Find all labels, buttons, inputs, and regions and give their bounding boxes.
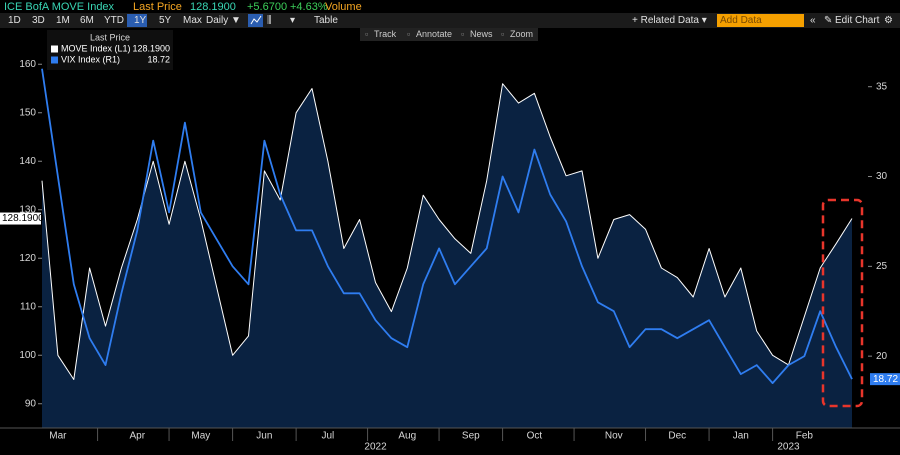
range-button[interactable]: 6M [80, 15, 94, 26]
x-tick-label: Jul [321, 431, 334, 442]
x-tick-label: May [191, 431, 210, 442]
add-data-placeholder: Add Data [720, 15, 762, 26]
tool-icon: ▫ [365, 29, 368, 39]
change: +5.6700 [247, 1, 287, 13]
x-tick-label: Jan [733, 431, 749, 442]
legend-value: 128.1900 [132, 43, 170, 53]
legend-label: MOVE Index (L1) [61, 43, 131, 53]
legend-box [47, 30, 173, 70]
dropdown-icon[interactable]: ▾ [290, 15, 295, 26]
x-year-label: 2022 [364, 442, 387, 453]
tool-button[interactable]: Annotate [416, 29, 452, 39]
chart-tool-buttons: ▫ Track ▫ Annotate ▫ News ▫ Zoom [365, 29, 533, 39]
table-button[interactable]: Table [314, 15, 338, 26]
settings-icon[interactable]: ⚙ [884, 15, 893, 26]
change-pct: +4.63% [290, 1, 328, 13]
x-tick-label: Aug [398, 431, 416, 442]
y-tick-label: 150 [19, 107, 36, 118]
y-tick-label: 160 [19, 59, 36, 70]
highlight-box [821, 198, 864, 408]
security-title: ICE BofA MOVE Index [4, 1, 115, 13]
legend-title: Last Price [90, 32, 130, 42]
toolbar-bar [0, 13, 900, 28]
x-tick-label: Sep [462, 431, 480, 442]
x-tick-label: Apr [130, 431, 146, 442]
y-tick-label: 110 [20, 301, 36, 312]
y2-tick-label: 35 [876, 81, 888, 92]
x-tick-label: Nov [605, 431, 623, 442]
edit-icon[interactable]: ✎ [824, 15, 832, 26]
y2-tick-label: 25 [876, 261, 888, 272]
y-tick-label: 120 [19, 253, 36, 264]
legend-swatch [51, 45, 58, 53]
last-price: 128.1900 [190, 1, 236, 13]
y-tick-label: 90 [25, 398, 37, 409]
range-button[interactable]: 3D [32, 15, 45, 26]
related-data-button[interactable]: + Related Data ▾ [632, 15, 707, 26]
x-year-label: 2023 [777, 442, 800, 453]
last-value-tag-label: 128.1900 [2, 213, 44, 224]
legend-value: 18.72 [147, 54, 170, 64]
active-range [127, 14, 147, 27]
tool-button[interactable]: News [470, 29, 493, 39]
range-button[interactable]: 1M [56, 15, 70, 26]
range-button[interactable]: 1Y [134, 15, 147, 26]
line-icon-glyph [250, 15, 262, 25]
range-button[interactable]: YTD [104, 15, 124, 26]
collapse-icon[interactable]: « [810, 15, 816, 26]
tool-icon: ▫ [501, 29, 504, 39]
add-data-box[interactable] [717, 14, 804, 27]
header-bar [0, 0, 900, 13]
area [42, 83, 852, 428]
legend-label: VIX Index (R1) [61, 54, 120, 64]
x-tick-label: Dec [668, 431, 686, 442]
x-tick-label: Oct [527, 431, 543, 442]
edit-chart-button[interactable]: Edit Chart [835, 15, 880, 26]
last-value-tag [0, 212, 41, 225]
last-value-tag [870, 373, 900, 386]
legend-swatch [51, 56, 58, 64]
bar-icon[interactable]: ⫼ [267, 15, 272, 26]
range-button[interactable]: 1D [8, 15, 21, 26]
tool-button[interactable]: Track [374, 29, 397, 39]
x-tick-label: Feb [796, 431, 814, 442]
volume-label: Volume [325, 1, 362, 13]
x-tick-label: Mar [49, 431, 67, 442]
tool-button[interactable]: Zoom [510, 29, 533, 39]
last-value-tag-label: 18.72 [873, 374, 898, 385]
frequency-button[interactable]: Daily ▼ [206, 15, 241, 26]
plot [41, 68, 853, 428]
range-button[interactable]: 5Y [159, 15, 172, 26]
x-tick-label: Jun [256, 431, 272, 442]
tool-icon: ▫ [407, 29, 410, 39]
price-label: Last Price [133, 1, 182, 13]
range-buttons: 1D 3D 1M 6M YTD 1Y 5Y Max [8, 14, 202, 27]
y-tick-label: 100 [19, 350, 36, 361]
series-line [41, 68, 853, 384]
range-button[interactable]: Max [183, 15, 202, 26]
y-tick-label: 140 [19, 156, 36, 167]
series-line [41, 83, 853, 380]
y2-tick-label: 20 [876, 351, 888, 362]
y-tick-label: 130 [19, 204, 36, 215]
y2-tick-label: 30 [876, 171, 888, 182]
tool-icon: ▫ [461, 29, 464, 39]
chart-tools [360, 28, 538, 41]
